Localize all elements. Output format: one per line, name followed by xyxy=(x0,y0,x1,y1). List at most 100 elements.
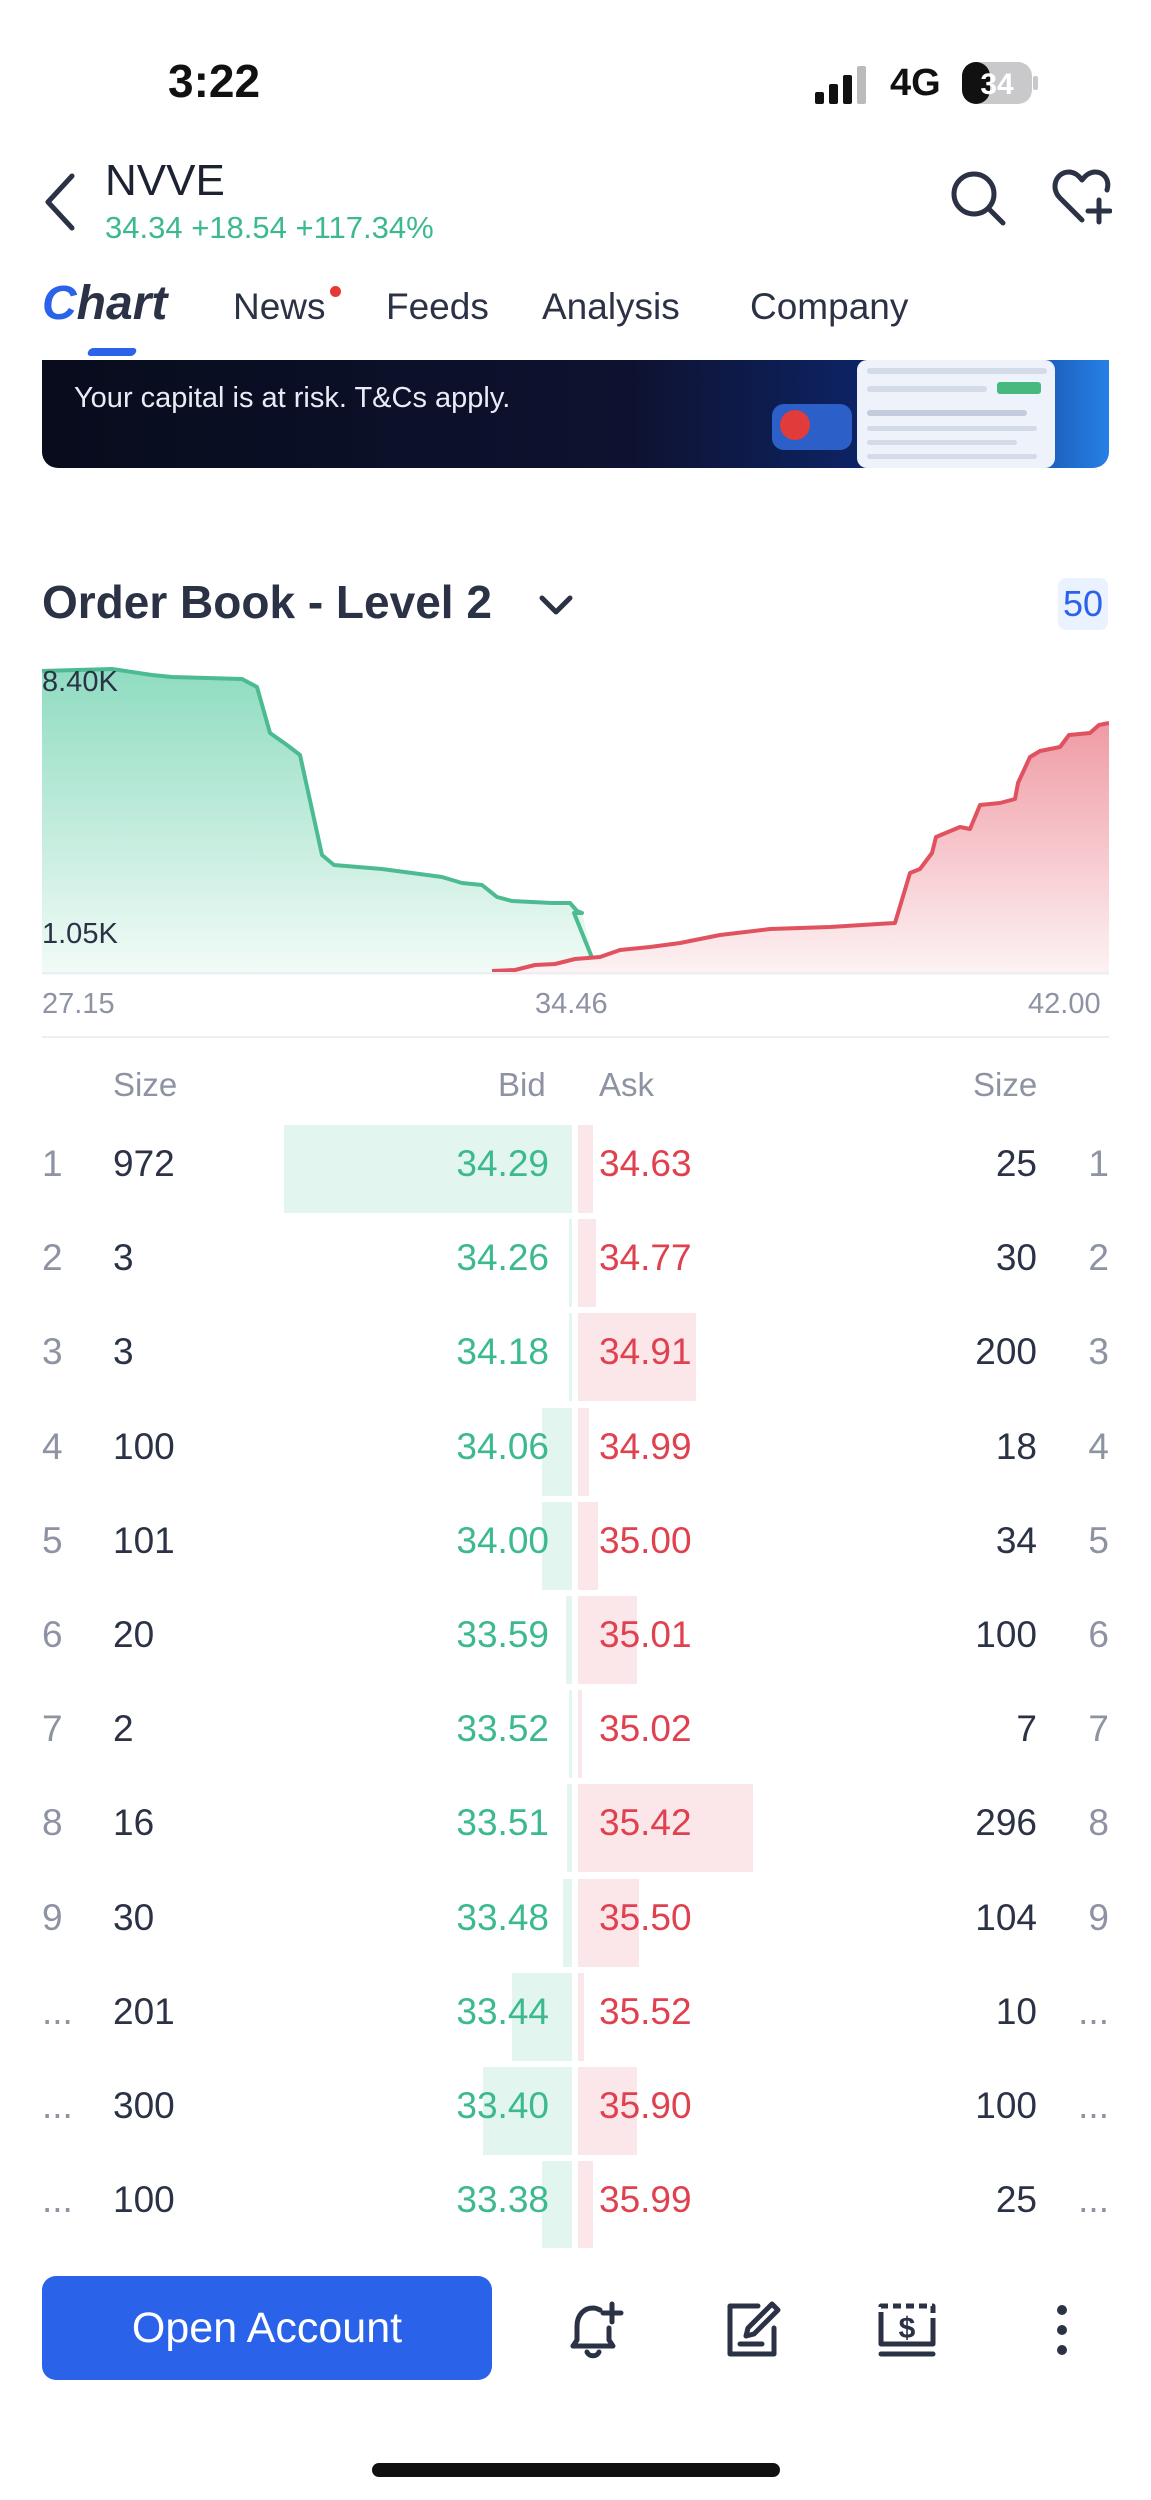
tab-news[interactable]: News xyxy=(233,286,326,327)
divider xyxy=(42,1036,1109,1038)
back-icon[interactable] xyxy=(40,170,80,234)
bell-plus-icon[interactable] xyxy=(563,2298,627,2362)
tab-chart-label: hart xyxy=(76,277,168,330)
tab-bar: Chart News Feeds Analysis Company xyxy=(0,270,1151,362)
bid-size-bar xyxy=(563,1878,572,1967)
bid-price: 33.44 xyxy=(456,1990,549,2032)
price-quote: 34.34 +18.54 +117.34% xyxy=(105,210,434,245)
ask-size: 18 xyxy=(995,1425,1037,1467)
ask-size-bar xyxy=(578,1690,583,1779)
tab-analysis[interactable]: Analysis xyxy=(542,286,680,327)
bid-size-bar xyxy=(284,1125,572,1213)
header-ask-size: Size xyxy=(973,1066,1038,1103)
header-bid: Bid xyxy=(498,1066,546,1103)
ticker-symbol: NVVE xyxy=(105,156,225,205)
ask-price: 34.91 xyxy=(599,1331,692,1373)
tab-chart[interactable]: Chart xyxy=(42,277,168,330)
bid-size-bar xyxy=(569,1690,572,1779)
order-book-row[interactable]: 1 972 34.29 34.63 25 1 xyxy=(0,1119,1151,1213)
tab-feeds[interactable]: Feeds xyxy=(386,286,489,327)
bid-size-bar xyxy=(567,1784,572,1873)
bid-size: 300 xyxy=(113,2085,175,2126)
banner-disclaimer: Your capital is at risk. T&Cs apply. xyxy=(74,382,511,414)
ask-size: 104 xyxy=(975,1896,1037,1938)
bid-size: 3 xyxy=(113,1237,134,1279)
row-level: 9 xyxy=(42,1896,63,1938)
bid-size-bar xyxy=(483,2067,572,2155)
ask-price: 35.42 xyxy=(599,1802,692,1844)
ask-size-bar xyxy=(578,2067,638,2155)
order-book-row[interactable]: 7 2 33.52 35.02 7 7 xyxy=(0,1684,1151,1779)
row-level-right: 8 xyxy=(1088,1802,1109,1844)
order-book-row[interactable]: 4 100 34.06 34.99 18 4 xyxy=(0,1402,1151,1496)
ask-size: 10 xyxy=(995,1990,1037,2032)
ask-price: 34.99 xyxy=(599,1425,692,1467)
row-level-right: 9 xyxy=(1088,1896,1109,1938)
bid-size-bar xyxy=(569,1219,572,1308)
row-level: ... xyxy=(42,1990,73,2032)
depth-chart xyxy=(42,667,1109,975)
row-level-right: 1 xyxy=(1088,1143,1109,1184)
depth-selector[interactable]: 50 xyxy=(1058,578,1108,630)
ask-size-bar xyxy=(578,1501,599,1590)
order-book-title[interactable]: Order Book - Level 2 xyxy=(42,576,492,628)
order-book-row[interactable]: ... 201 33.44 35.52 10... xyxy=(0,1967,1151,2061)
row-level-right: 6 xyxy=(1088,1614,1109,1655)
bid-price: 34.06 xyxy=(456,1425,549,1467)
ask-price: 35.90 xyxy=(599,2085,692,2126)
status-bar: 3:22 4G 34 xyxy=(0,0,1151,150)
status-time: 3:22 xyxy=(168,55,261,107)
ask-depth-area xyxy=(492,723,1109,975)
row-level-right: 5 xyxy=(1088,1519,1109,1561)
bid-price: 34.00 xyxy=(456,1519,549,1561)
banner-app-preview xyxy=(857,360,1055,468)
order-book-row[interactable]: 9 30 33.48 35.50 104 9 xyxy=(0,1873,1151,1967)
row-level: 7 xyxy=(42,1708,63,1750)
bid-size-bar xyxy=(542,1407,572,1496)
bid-price: 34.18 xyxy=(456,1331,549,1373)
svg-text:$: $ xyxy=(899,2312,916,2345)
order-book-row[interactable]: ... 300 33.40 35.90 100... xyxy=(0,2061,1151,2155)
bid-size: 16 xyxy=(113,1802,155,1844)
depth-y-min-label: 1.05K xyxy=(42,918,118,950)
bid-depth-area xyxy=(42,669,597,975)
ask-size: 25 xyxy=(995,2179,1037,2221)
row-level: ... xyxy=(42,2179,73,2221)
bid-size: 2 xyxy=(113,1708,134,1750)
ask-price: 35.50 xyxy=(599,1896,692,1938)
chevron-down-icon[interactable] xyxy=(536,590,576,620)
bid-size-bar xyxy=(542,2161,572,2250)
ask-price: 34.77 xyxy=(599,1237,692,1279)
ad-banner[interactable]: Your capital is at risk. T&Cs apply. xyxy=(42,360,1109,468)
row-level: 6 xyxy=(42,1614,63,1655)
bid-price: 34.26 xyxy=(456,1237,549,1279)
tab-fade xyxy=(1001,270,1151,362)
bid-size: 201 xyxy=(113,1990,175,2032)
order-book-row[interactable]: 6 20 33.59 35.01 100 6 xyxy=(0,1590,1151,1684)
bid-price: 33.59 xyxy=(456,1614,549,1655)
open-account-button[interactable]: Open Account xyxy=(42,2276,492,2380)
bid-size: 20 xyxy=(113,1614,155,1655)
bid-price: 33.38 xyxy=(456,2179,549,2221)
ask-size: 30 xyxy=(995,1237,1037,1279)
ask-price: 35.52 xyxy=(599,1990,692,2032)
order-book-row[interactable]: ... 100 33.38 35.99 25... xyxy=(0,2155,1151,2250)
order-book-row[interactable]: 5 101 34.00 35.00 34 5 xyxy=(0,1496,1151,1590)
ask-size-bar xyxy=(578,2161,593,2250)
bid-price: 34.29 xyxy=(456,1143,549,1184)
heart-plus-icon[interactable] xyxy=(1052,168,1112,226)
bid-size: 100 xyxy=(113,2179,175,2221)
bid-size-bar xyxy=(542,1501,572,1590)
search-icon[interactable] xyxy=(950,170,1006,226)
trade-dollar-icon[interactable]: $ xyxy=(875,2298,939,2362)
ask-price: 34.63 xyxy=(599,1143,692,1184)
bid-size: 3 xyxy=(113,1331,134,1373)
row-level: 8 xyxy=(42,1802,63,1844)
order-book-row[interactable]: 2 3 34.26 34.77 30 2 xyxy=(0,1213,1151,1308)
tab-company[interactable]: Company xyxy=(750,286,909,327)
order-book-row[interactable]: 3 3 34.18 34.91 200 3 xyxy=(0,1307,1151,1402)
edit-note-icon[interactable] xyxy=(720,2298,784,2362)
order-book-row[interactable]: 8 16 33.51 35.42 296 8 xyxy=(0,1778,1151,1873)
ask-size-bar xyxy=(578,1313,697,1402)
more-vertical-icon[interactable] xyxy=(1030,2298,1094,2362)
